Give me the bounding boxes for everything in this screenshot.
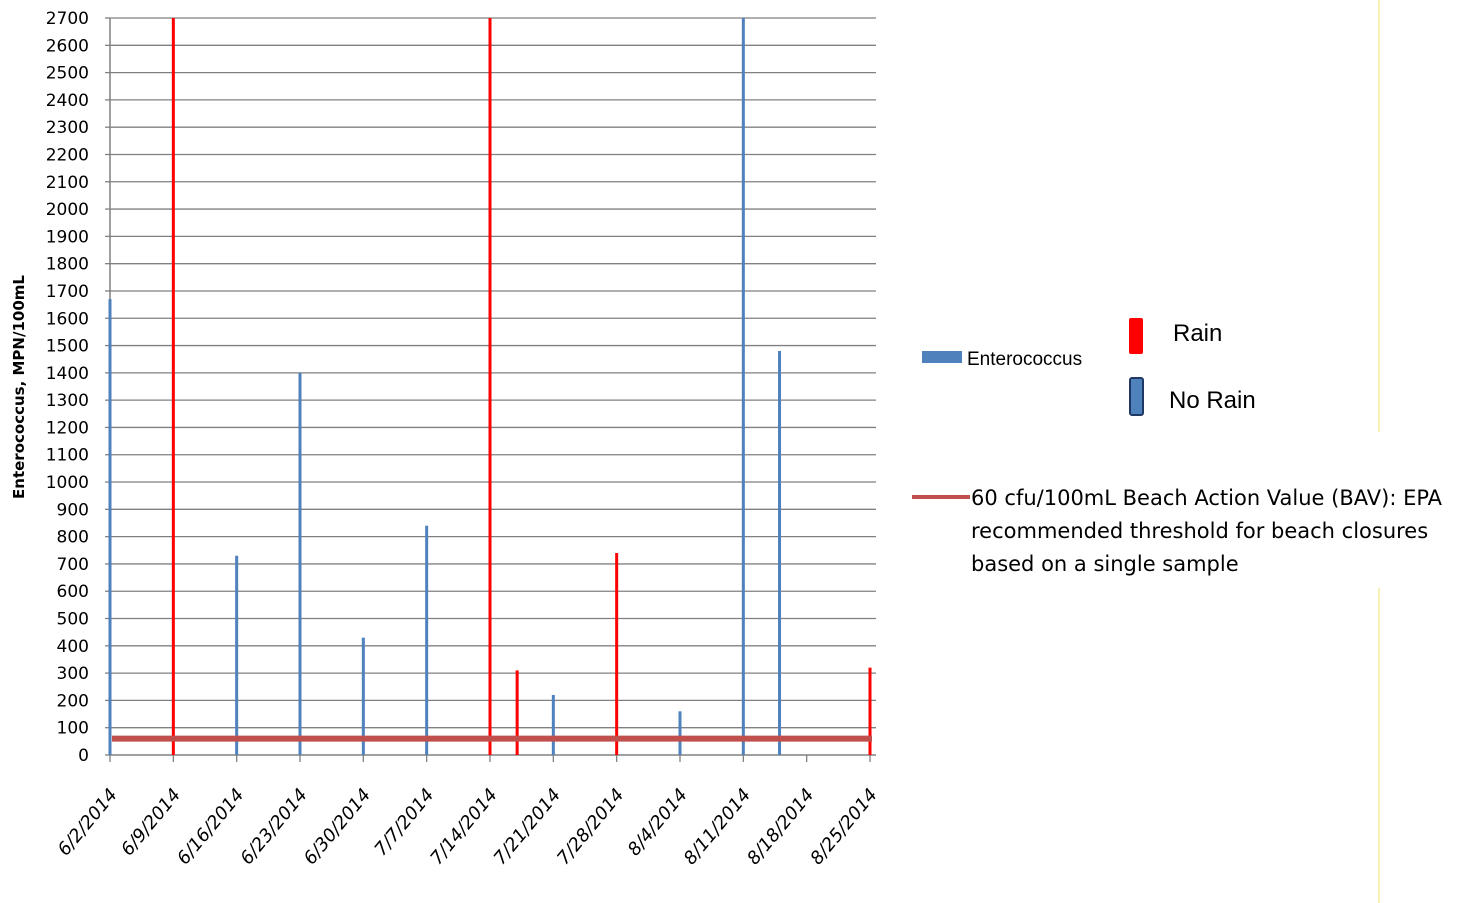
bar-no-rain [361, 637, 365, 755]
bar-rain [615, 553, 619, 755]
y-axis-label: Enterococcus, MPN/100mL [10, 275, 28, 499]
y-tick-label: 2000 [46, 200, 89, 220]
bar-no-rain [235, 555, 239, 755]
y-tick-label: 1500 [46, 337, 89, 357]
bars [108, 18, 872, 755]
legend-threshold: 60 cfu/100mL Beach Action Value (BAV): E… [912, 486, 1443, 576]
legend-rain-label: Rain [1173, 320, 1222, 347]
y-tick-label: 700 [57, 555, 89, 575]
y-tick-label: 1600 [46, 309, 89, 329]
bar-no-rain [108, 299, 112, 755]
y-tick-label: 2200 [46, 145, 89, 165]
bar-rain [515, 670, 519, 755]
bar-no-rain [425, 525, 429, 755]
x-tick-label: 8/4/2014 [624, 785, 692, 860]
legend-conditions: Rain No Rain [1129, 318, 1256, 416]
y-tick-label: 1400 [46, 364, 89, 384]
y-tick-label: 2600 [46, 36, 89, 56]
legend-threshold-line-2: recommended threshold for beach closures [971, 519, 1428, 543]
y-tick-label: 600 [57, 582, 89, 602]
y-tick-label: 1000 [46, 473, 89, 493]
y-tick-label: 100 [57, 719, 89, 739]
y-tick-label: 1300 [46, 391, 89, 411]
y-tick-label: 400 [57, 637, 89, 657]
y-tick-label: 1800 [46, 255, 89, 275]
y-tick-label: 2500 [46, 64, 89, 84]
bar-no-rain [298, 372, 302, 755]
bar-rain [488, 18, 492, 755]
y-tick-label: 2700 [46, 9, 89, 29]
y-tick-label: 300 [57, 664, 89, 684]
y-tick-label: 200 [57, 691, 89, 711]
legend-series-swatch [922, 351, 962, 363]
legend-no-rain-label: No Rain [1169, 387, 1256, 414]
legend-threshold-line-3: based on a single sample [971, 552, 1239, 576]
legend-series-label: Enterococcus [967, 349, 1082, 370]
y-tick-label: 900 [57, 500, 89, 520]
x-tick-label: 8/25/2014 [806, 785, 881, 869]
y-tick-label: 1700 [46, 282, 89, 302]
bar-no-rain [551, 694, 555, 755]
y-tick-label: 2100 [46, 173, 89, 193]
y-tick-labels: 0 100 200 300 400 500 600 700 800 900 1000 1100 1200… [46, 9, 89, 766]
legend-no-rain-swatch [1129, 377, 1144, 416]
x-tick-labels: 6/2/20146/9/20146/16/20146/23/20146/30/2… [54, 785, 882, 869]
y-tick-label: 1900 [46, 227, 89, 247]
bar-rain [868, 667, 872, 755]
y-tick-label: 1200 [46, 418, 89, 438]
gridlines [110, 17, 876, 729]
legend-series: Enterococcus [922, 349, 1082, 370]
y-tick-label: 800 [57, 528, 89, 548]
x-tick-label: 6/30/2014 [300, 785, 375, 869]
y-tick-label: 500 [57, 610, 89, 630]
bar-rain [171, 18, 175, 755]
bar-no-rain [741, 18, 745, 755]
y-tick-label: 1100 [46, 446, 89, 466]
legend-threshold-line-1: 60 cfu/100mL Beach Action Value (BAV): E… [971, 486, 1443, 510]
x-tick-label: 6/2/2014 [54, 785, 122, 860]
x-tick-label: 7/28/2014 [553, 785, 628, 869]
y-tick-label: 2400 [46, 91, 89, 111]
y-tick-label: 2300 [46, 118, 89, 138]
y-tick-label: 0 [78, 746, 89, 766]
bar-no-rain [678, 711, 682, 755]
x-tick-label: 7/7/2014 [370, 785, 438, 860]
x-tick-label: 6/9/2014 [117, 785, 185, 860]
legend-rain-swatch [1129, 318, 1143, 354]
bar-no-rain [778, 351, 782, 755]
